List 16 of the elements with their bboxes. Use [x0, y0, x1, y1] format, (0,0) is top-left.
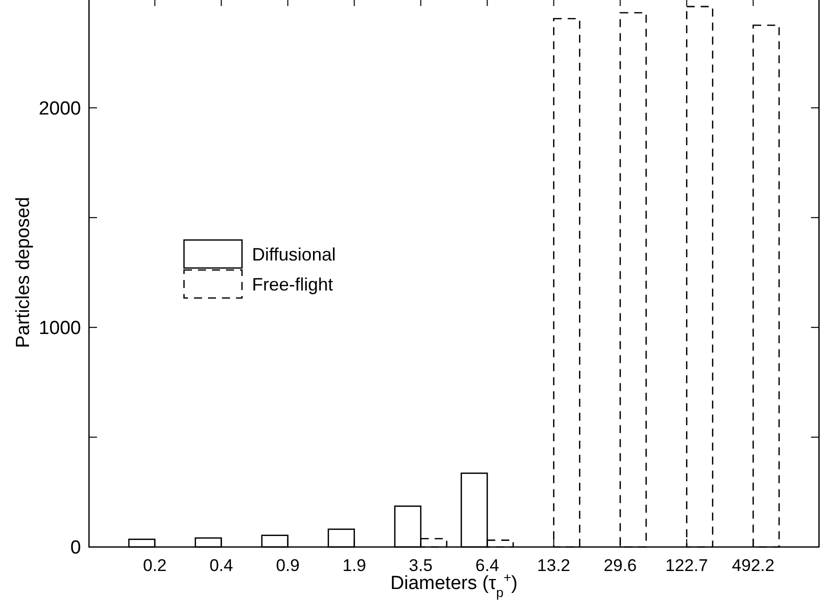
- legend-label: Diffusional: [252, 244, 336, 264]
- x-tick-label: 29.6: [604, 556, 637, 575]
- y-tick-label: 1000: [38, 318, 81, 340]
- x-tick-label: 0.4: [209, 556, 234, 575]
- x-tick-label: 492.2: [732, 556, 774, 575]
- legend-label: Free-flight: [252, 274, 334, 294]
- x-tick-label: 13.2: [537, 556, 570, 575]
- y-axis-title: Particles deposed: [13, 196, 34, 348]
- x-tick-label: 1.9: [342, 556, 366, 575]
- y-tick-label: 2000: [38, 98, 81, 120]
- x-tick-label: 0.9: [276, 556, 300, 575]
- x-tick-label: 122.7: [665, 556, 708, 575]
- x-tick-label: 6.4: [475, 556, 500, 575]
- x-tick-label: 3.5: [408, 556, 433, 575]
- x-tick-label: 0.2: [143, 556, 167, 575]
- y-tick-label: 0: [70, 538, 81, 559]
